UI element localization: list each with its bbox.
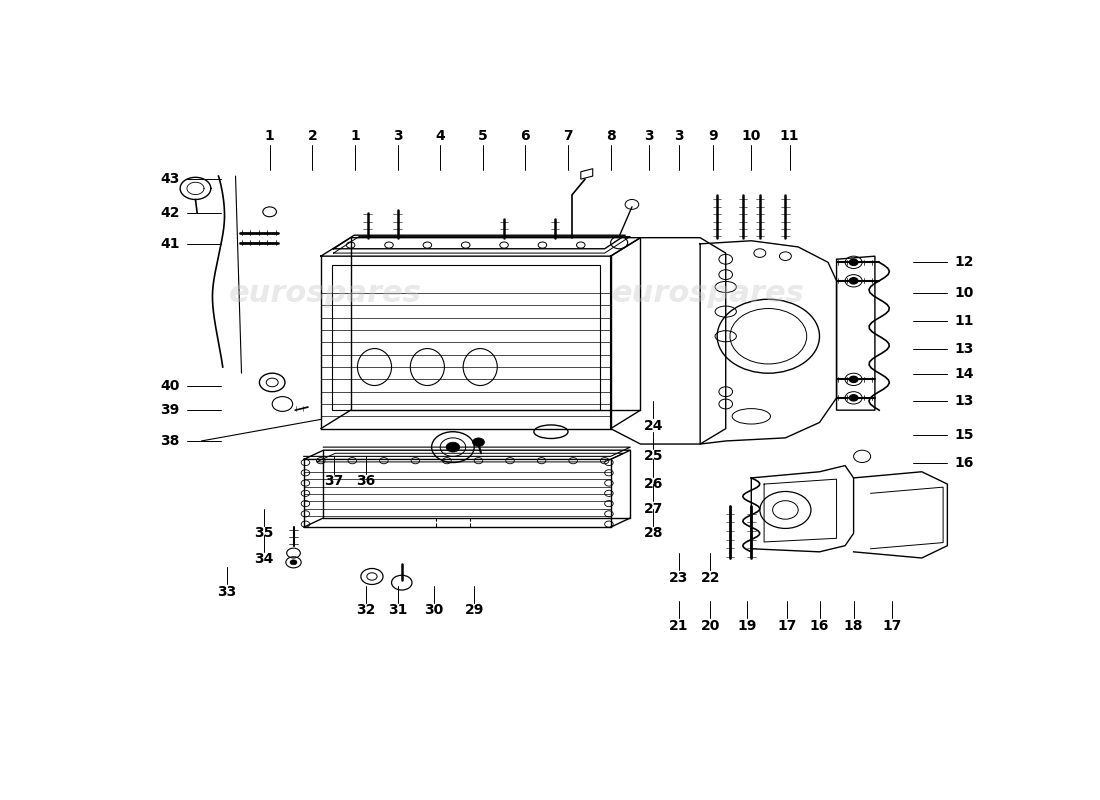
Text: 41: 41 bbox=[161, 237, 179, 251]
Text: 8: 8 bbox=[606, 129, 616, 143]
Text: 31: 31 bbox=[388, 603, 407, 618]
Text: 28: 28 bbox=[644, 526, 663, 540]
Text: 16: 16 bbox=[810, 618, 829, 633]
Circle shape bbox=[447, 442, 460, 452]
Text: 40: 40 bbox=[161, 378, 179, 393]
Text: 13: 13 bbox=[955, 394, 975, 408]
Text: 37: 37 bbox=[324, 474, 343, 488]
Text: 1: 1 bbox=[265, 129, 275, 143]
Text: 10: 10 bbox=[955, 286, 975, 300]
Text: 3: 3 bbox=[645, 129, 653, 143]
Text: 24: 24 bbox=[644, 418, 663, 433]
Text: eurospares: eurospares bbox=[613, 278, 805, 308]
Text: 9: 9 bbox=[708, 129, 717, 143]
Text: 15: 15 bbox=[955, 428, 975, 442]
Text: 38: 38 bbox=[161, 434, 179, 448]
Text: 2: 2 bbox=[307, 129, 317, 143]
Text: 26: 26 bbox=[644, 477, 663, 491]
Text: eurospares: eurospares bbox=[229, 278, 421, 308]
Text: 34: 34 bbox=[254, 552, 274, 566]
Circle shape bbox=[849, 376, 858, 382]
Circle shape bbox=[849, 278, 858, 284]
Text: 33: 33 bbox=[218, 585, 236, 599]
Text: 22: 22 bbox=[701, 570, 721, 585]
Text: 1: 1 bbox=[350, 129, 360, 143]
Text: 43: 43 bbox=[161, 172, 179, 186]
Text: 20: 20 bbox=[701, 618, 721, 633]
Text: 42: 42 bbox=[161, 206, 179, 220]
Text: 29: 29 bbox=[464, 603, 484, 618]
Text: 17: 17 bbox=[882, 618, 902, 633]
Circle shape bbox=[849, 394, 858, 401]
Text: 23: 23 bbox=[669, 570, 689, 585]
Text: 21: 21 bbox=[669, 618, 689, 633]
Text: 17: 17 bbox=[778, 618, 796, 633]
Text: 12: 12 bbox=[955, 255, 975, 270]
Circle shape bbox=[849, 259, 858, 266]
Text: 27: 27 bbox=[644, 502, 663, 516]
Bar bbox=[332, 266, 601, 410]
Text: 36: 36 bbox=[356, 474, 375, 488]
Text: 25: 25 bbox=[644, 450, 663, 463]
Text: 11: 11 bbox=[955, 314, 975, 328]
Text: 4: 4 bbox=[436, 129, 446, 143]
Text: 14: 14 bbox=[955, 367, 975, 382]
Text: 18: 18 bbox=[844, 618, 864, 633]
Text: 5: 5 bbox=[477, 129, 487, 143]
Text: 7: 7 bbox=[563, 129, 573, 143]
Text: 35: 35 bbox=[254, 526, 274, 540]
Circle shape bbox=[473, 438, 484, 446]
Text: 6: 6 bbox=[520, 129, 530, 143]
Text: 30: 30 bbox=[425, 603, 443, 618]
Text: 10: 10 bbox=[741, 129, 761, 143]
Text: 19: 19 bbox=[737, 618, 757, 633]
Text: 11: 11 bbox=[780, 129, 800, 143]
Text: 13: 13 bbox=[955, 342, 975, 355]
Text: 39: 39 bbox=[161, 403, 179, 417]
Text: 3: 3 bbox=[674, 129, 683, 143]
Text: 32: 32 bbox=[356, 603, 376, 618]
Circle shape bbox=[290, 560, 297, 565]
Text: 3: 3 bbox=[393, 129, 403, 143]
Text: 16: 16 bbox=[955, 455, 975, 470]
